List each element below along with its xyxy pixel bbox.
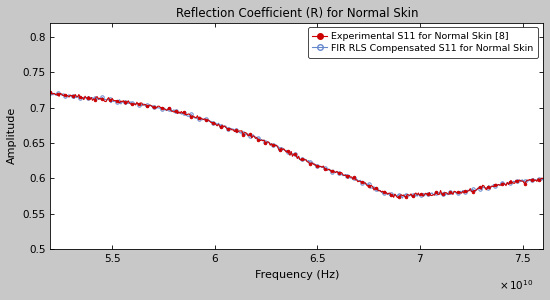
FIR RLS Compensated S11 for Normal Skin: [405, 194, 412, 198]
Experimental S11 for Normal Skin [8]: [394, 196, 401, 200]
Text: $\times\,10^{10}$: $\times\,10^{10}$: [499, 279, 533, 292]
FIR RLS Compensated S11 for Normal Skin: [48, 91, 55, 94]
Experimental S11 for Normal Skin [8]: [47, 90, 54, 93]
X-axis label: Frequency (Hz): Frequency (Hz): [255, 270, 339, 280]
Experimental S11 for Normal Skin [8]: [404, 193, 410, 196]
Legend: Experimental S11 for Normal Skin [8], FIR RLS Compensated S11 for Normal Skin: Experimental S11 for Normal Skin [8], FI…: [308, 27, 538, 58]
Title: Reflection Coefficient (R) for Normal Skin: Reflection Coefficient (R) for Normal Sk…: [175, 7, 418, 20]
Experimental S11 for Normal Skin [8]: [357, 180, 364, 184]
Y-axis label: Amplitude: Amplitude: [7, 107, 17, 164]
FIR RLS Compensated S11 for Normal Skin: [399, 196, 405, 200]
Experimental S11 for Normal Skin [8]: [208, 121, 214, 124]
Experimental S11 for Normal Skin [8]: [540, 177, 546, 180]
FIR RLS Compensated S11 for Normal Skin: [408, 193, 414, 196]
Experimental S11 for Normal Skin [8]: [242, 131, 249, 134]
Line: FIR RLS Compensated S11 for Normal Skin: FIR RLS Compensated S11 for Normal Skin: [49, 91, 545, 200]
Experimental S11 for Normal Skin [8]: [406, 194, 413, 197]
FIR RLS Compensated S11 for Normal Skin: [540, 177, 546, 181]
Line: Experimental S11 for Normal Skin [8]: Experimental S11 for Normal Skin [8]: [49, 90, 544, 199]
FIR RLS Compensated S11 for Normal Skin: [244, 132, 250, 136]
FIR RLS Compensated S11 for Normal Skin: [358, 181, 365, 184]
FIR RLS Compensated S11 for Normal Skin: [108, 101, 114, 104]
Experimental S11 for Normal Skin [8]: [107, 98, 113, 102]
FIR RLS Compensated S11 for Normal Skin: [47, 92, 54, 95]
FIR RLS Compensated S11 for Normal Skin: [209, 120, 216, 124]
